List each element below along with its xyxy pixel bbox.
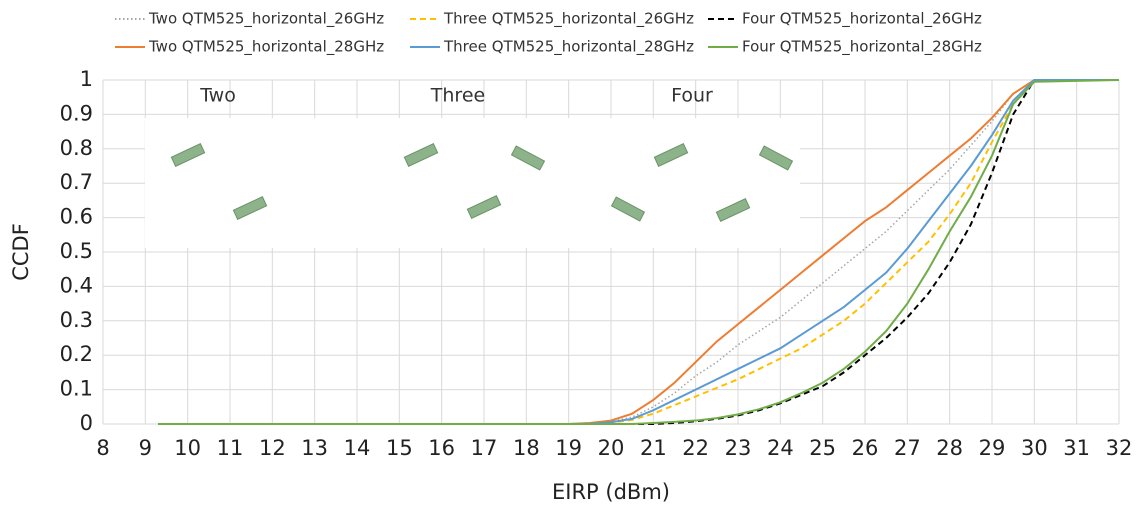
x-tick-label: 17	[471, 436, 498, 460]
x-tick-label: 16	[428, 436, 455, 460]
y-tick-label: 1	[80, 67, 93, 91]
x-tick-label: 24	[767, 436, 794, 460]
y-tick-label: 0.4	[60, 273, 93, 297]
x-tick-label: 19	[555, 436, 582, 460]
legend-label: Two QTM525_horizontal_28GHz	[148, 38, 384, 57]
legend-label: Three QTM525_horizontal_28GHz	[443, 38, 694, 57]
x-tick-label: 12	[259, 436, 286, 460]
legend-label: Three QTM525_horizontal_26GHz	[443, 10, 694, 29]
x-tick-label: 22	[682, 436, 709, 460]
x-tick-label: 10	[174, 436, 201, 460]
x-tick-label: 25	[809, 436, 836, 460]
x-tick-label: 14	[344, 436, 371, 460]
x-tick-label: 32	[1106, 436, 1133, 460]
y-tick-label: 0	[80, 411, 93, 435]
x-tick-label: 30	[1021, 436, 1048, 460]
x-tick-label: 28	[936, 436, 963, 460]
y-axis-label: CCDF	[9, 223, 33, 281]
y-tick-label: 0.9	[60, 101, 93, 125]
x-tick-label: 21	[640, 436, 667, 460]
y-tick-label: 0.2	[60, 342, 93, 366]
x-tick-label: 15	[386, 436, 413, 460]
x-tick-label: 26	[852, 436, 879, 460]
x-tick-label: 20	[598, 436, 625, 460]
y-tick-label: 0.1	[60, 377, 93, 401]
y-tick-label: 0.8	[60, 136, 93, 160]
chart: CCDF EIRP (dBm) 0 0.1 0.2 0.3 0.4 0.5 0.6 0.7 0.…	[0, 0, 1142, 509]
x-tick-label: 31	[1063, 436, 1090, 460]
legend-label: Four QTM525_horizontal_28GHz	[742, 38, 982, 57]
x-axis-label: EIRP (dBm)	[552, 480, 670, 504]
x-tick-label: 29	[979, 436, 1006, 460]
y-tick-label: 0.7	[60, 170, 93, 194]
x-tick-label: 11	[217, 436, 244, 460]
x-tick-label: 9	[139, 436, 152, 460]
y-tick-label: 0.3	[60, 308, 93, 332]
inset-background	[145, 118, 800, 248]
y-tick-label: 0.6	[60, 205, 93, 229]
legend-label: Two QTM525_horizontal_26GHz	[148, 10, 384, 29]
x-tick-label: 13	[301, 436, 328, 460]
x-tick-label: 23	[725, 436, 752, 460]
x-tick-label: 27	[894, 436, 921, 460]
annotation: Four	[671, 85, 713, 107]
annotation: Three	[430, 85, 485, 107]
legend-label: Four QTM525_horizontal_26GHz	[742, 10, 982, 29]
y-tick-label: 0.5	[60, 239, 93, 263]
x-tick-label: 8	[96, 436, 109, 460]
x-tick-label: 18	[513, 436, 540, 460]
annotation: Two	[199, 85, 236, 107]
